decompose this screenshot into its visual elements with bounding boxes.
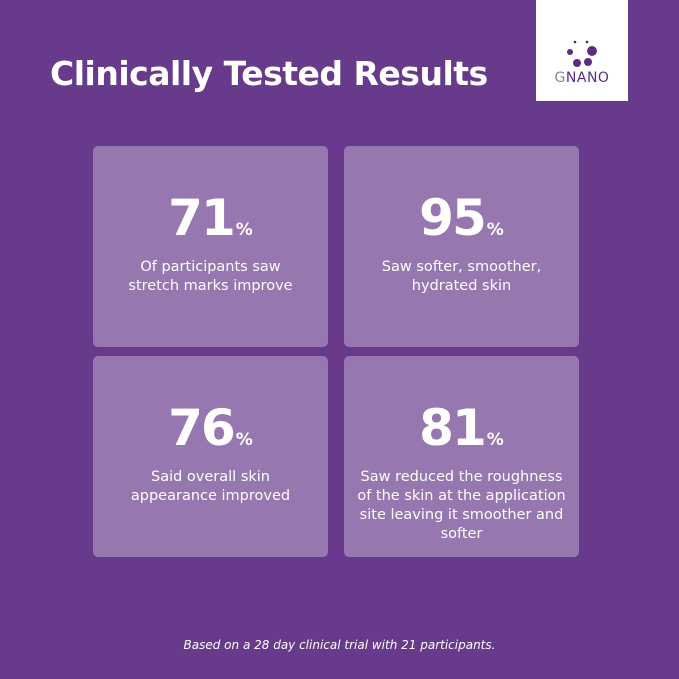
stat-card: 76% Said overall skin appearance improve… [93, 356, 328, 557]
stat-description: Of participants saw stretch marks improv… [128, 259, 293, 294]
stat-card: 81% Saw reduced the roughness of the ski… [344, 356, 579, 557]
stat-card: 71% Of participants saw stretch marks im… [93, 146, 328, 347]
stat-value: 81 [419, 399, 487, 457]
stat-card: 95% Saw softer, smoother, hydrated skin [344, 146, 579, 347]
stat-unit: % [235, 220, 253, 240]
brand-logo: GNANO [536, 0, 628, 101]
stat-value: 95 [419, 189, 487, 247]
stat-value: 71 [168, 189, 236, 247]
stat-description: Saw reduced the roughness of the skin at… [357, 469, 566, 542]
page-title: Clinically Tested Results [50, 54, 488, 93]
stat-description: Saw softer, smoother, hydrated skin [381, 259, 542, 294]
stat-unit: % [486, 220, 504, 240]
stat-unit: % [486, 430, 504, 450]
footnote: Based on a 28 day clinical trial with 21… [183, 638, 496, 652]
dots-logo-icon [567, 40, 597, 67]
stat-unit: % [235, 430, 253, 450]
stat-value: 76 [168, 399, 236, 457]
logo-wordmark: GNANO [554, 70, 610, 86]
stat-description: Said overall skin appearance improved [130, 469, 291, 504]
